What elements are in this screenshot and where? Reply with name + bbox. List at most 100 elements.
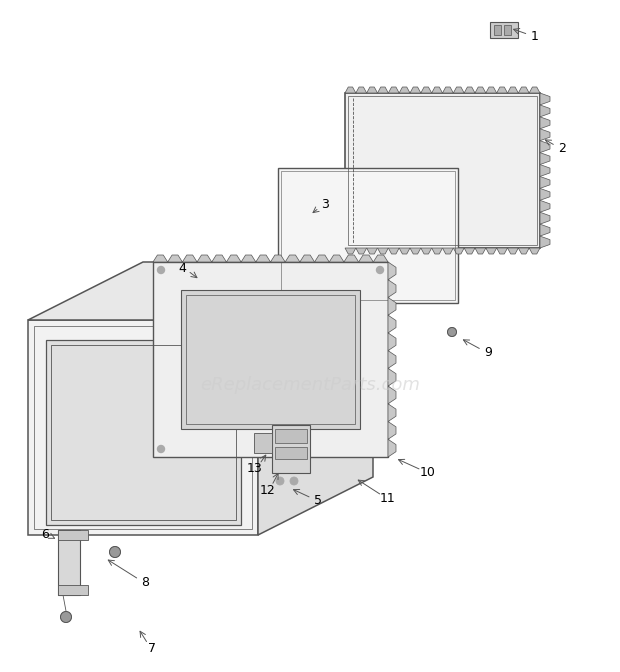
Polygon shape <box>540 129 550 140</box>
Polygon shape <box>329 255 344 262</box>
Circle shape <box>61 612 71 622</box>
Text: 7: 7 <box>148 642 156 655</box>
Text: 11: 11 <box>380 491 396 505</box>
Polygon shape <box>540 177 550 188</box>
Bar <box>186 295 355 424</box>
Polygon shape <box>421 87 432 93</box>
Polygon shape <box>486 87 497 93</box>
Polygon shape <box>167 255 182 262</box>
Polygon shape <box>410 248 421 254</box>
Polygon shape <box>272 425 310 473</box>
Polygon shape <box>421 248 432 254</box>
Text: 1: 1 <box>531 30 539 42</box>
Polygon shape <box>153 262 388 457</box>
Polygon shape <box>508 248 518 254</box>
Polygon shape <box>497 87 508 93</box>
Circle shape <box>157 267 164 274</box>
Polygon shape <box>540 236 550 248</box>
Polygon shape <box>388 280 396 298</box>
Polygon shape <box>28 320 258 535</box>
Polygon shape <box>540 140 550 153</box>
Polygon shape <box>378 87 388 93</box>
Polygon shape <box>256 255 270 262</box>
Polygon shape <box>540 117 550 129</box>
Polygon shape <box>182 255 197 262</box>
Polygon shape <box>275 447 307 459</box>
Circle shape <box>290 477 298 485</box>
Bar <box>348 96 537 245</box>
Polygon shape <box>464 248 475 254</box>
Polygon shape <box>540 93 550 105</box>
Polygon shape <box>540 200 550 212</box>
Circle shape <box>276 477 284 485</box>
Polygon shape <box>529 248 540 254</box>
Text: 10: 10 <box>420 466 436 478</box>
Polygon shape <box>540 188 550 200</box>
Polygon shape <box>388 333 396 351</box>
Polygon shape <box>356 248 366 254</box>
Polygon shape <box>388 248 399 254</box>
Polygon shape <box>475 248 486 254</box>
Polygon shape <box>46 340 241 525</box>
Polygon shape <box>153 255 167 262</box>
Text: 3: 3 <box>321 198 329 212</box>
Polygon shape <box>345 248 356 254</box>
Polygon shape <box>540 153 550 165</box>
Polygon shape <box>504 25 511 35</box>
Polygon shape <box>241 255 256 262</box>
Polygon shape <box>212 255 226 262</box>
Polygon shape <box>270 255 285 262</box>
Polygon shape <box>540 105 550 117</box>
Text: 12: 12 <box>260 483 276 497</box>
Polygon shape <box>518 248 529 254</box>
Polygon shape <box>443 87 453 93</box>
Polygon shape <box>486 248 497 254</box>
Polygon shape <box>399 87 410 93</box>
Bar <box>34 326 252 529</box>
Polygon shape <box>388 386 396 404</box>
Polygon shape <box>373 255 388 262</box>
Polygon shape <box>345 93 540 248</box>
Polygon shape <box>356 87 366 93</box>
Bar <box>281 171 455 300</box>
Polygon shape <box>453 248 464 254</box>
Polygon shape <box>285 255 300 262</box>
Polygon shape <box>345 87 356 93</box>
Circle shape <box>157 446 164 452</box>
Polygon shape <box>388 298 396 315</box>
Polygon shape <box>254 433 272 453</box>
Polygon shape <box>529 87 540 93</box>
Polygon shape <box>497 248 508 254</box>
Polygon shape <box>399 248 410 254</box>
Polygon shape <box>540 165 550 177</box>
Polygon shape <box>378 248 388 254</box>
Polygon shape <box>475 87 486 93</box>
Polygon shape <box>314 255 329 262</box>
Polygon shape <box>540 212 550 224</box>
Text: 6: 6 <box>41 528 49 542</box>
Polygon shape <box>388 421 396 439</box>
Polygon shape <box>58 530 88 540</box>
Polygon shape <box>248 409 256 445</box>
Polygon shape <box>388 439 396 457</box>
Polygon shape <box>464 87 475 93</box>
Polygon shape <box>366 87 378 93</box>
Polygon shape <box>388 315 396 333</box>
Polygon shape <box>300 255 314 262</box>
Circle shape <box>110 546 120 558</box>
Polygon shape <box>494 25 501 35</box>
Circle shape <box>376 267 384 274</box>
Polygon shape <box>388 404 396 421</box>
Polygon shape <box>388 351 396 368</box>
Polygon shape <box>28 262 373 320</box>
Polygon shape <box>490 22 518 38</box>
Polygon shape <box>432 87 443 93</box>
Text: 5: 5 <box>314 493 322 507</box>
Polygon shape <box>366 248 378 254</box>
Polygon shape <box>443 248 453 254</box>
Text: 4: 4 <box>178 261 186 274</box>
Polygon shape <box>388 262 396 280</box>
Polygon shape <box>508 87 518 93</box>
Text: eReplacementParts.com: eReplacementParts.com <box>200 376 420 394</box>
Bar <box>51 345 236 520</box>
